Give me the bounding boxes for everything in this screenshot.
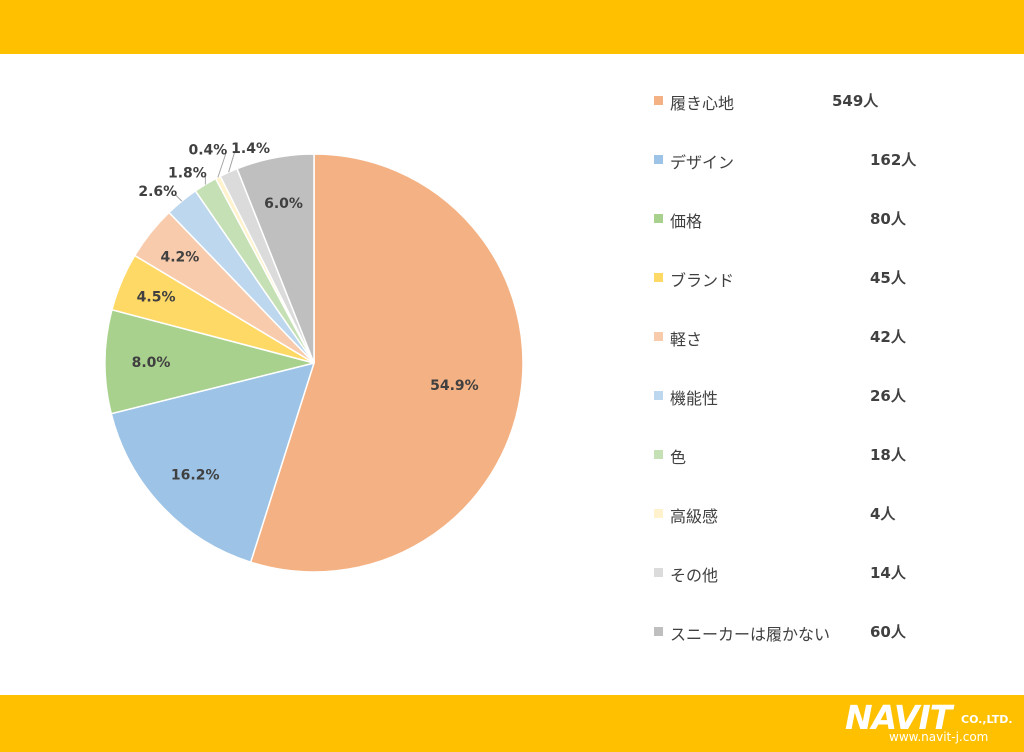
legend-label: 履き心地 xyxy=(670,94,735,113)
legend-item: デザイン 162人 xyxy=(652,149,1012,208)
legend-count: 80人 xyxy=(870,210,906,228)
legend-item: ブランド 45人 xyxy=(652,267,1012,326)
legend-label: 軽さ xyxy=(670,330,703,349)
legend-swatch xyxy=(654,391,663,400)
slice-percent-label: 6.0% xyxy=(264,196,303,212)
legend-label: 色 xyxy=(670,448,687,467)
legend-item: スニーカーは履かない 60人 xyxy=(652,621,1012,680)
legend-swatch xyxy=(654,214,663,223)
legend-label: デザイン xyxy=(670,153,735,172)
legend-label: スニーカーは履かない xyxy=(670,625,831,644)
label-leader-line xyxy=(228,152,236,173)
chart-legend: 履き心地 549人デザイン 162人価格 80人ブランド 45人軽さ 42人機能性 26人色… xyxy=(652,90,1012,680)
legend-label: ブランド xyxy=(670,271,735,290)
logo-text: NAVIT xyxy=(845,698,952,737)
pie-slice xyxy=(249,153,524,573)
slice-percent-label: 8.0% xyxy=(132,355,171,371)
legend-swatch xyxy=(654,332,663,341)
slice-percent-label: 0.4% xyxy=(188,142,227,158)
label-leader-line xyxy=(175,194,183,202)
legend-count: 18人 xyxy=(870,446,906,464)
legend-label: 高級感 xyxy=(670,507,719,526)
legend-label: 価格 xyxy=(670,212,703,231)
slice-percent-label: 4.2% xyxy=(160,249,199,265)
legend-label: 機能性 xyxy=(670,389,719,408)
legend-count: 14人 xyxy=(870,564,906,582)
pie-slice xyxy=(236,153,315,364)
legend-count: 42人 xyxy=(870,328,906,346)
legend-swatch xyxy=(654,627,663,636)
legend-count: 26人 xyxy=(870,387,906,405)
slice-percent-label: 16.2% xyxy=(171,468,220,484)
slice-percent-label: 1.4% xyxy=(231,141,270,157)
slice-percent-label: 4.5% xyxy=(137,289,176,305)
legend-item: 価格 80人 xyxy=(652,208,1012,267)
legend-count: 549人 xyxy=(832,92,879,110)
pie-chart: 54.9% 16.2% 8.0% 4.5% 4.2% 2.6% 1.8% 0.4% 1.4% 6.… xyxy=(104,141,524,573)
legend-swatch xyxy=(654,96,663,105)
legend-swatch xyxy=(654,155,663,164)
legend-count: 4人 xyxy=(870,505,896,523)
legend-item: 色 18人 xyxy=(652,444,1012,503)
legend-item: 高級感 4人 xyxy=(652,503,1012,562)
top-banner xyxy=(0,0,1024,54)
label-leader-line xyxy=(217,153,227,178)
legend-item: 機能性 26人 xyxy=(652,385,1012,444)
legend-count: 162人 xyxy=(870,151,917,169)
navit-logo: NAVIT CO.,LTD. www.navit-j.com xyxy=(845,700,1020,748)
bottom-banner xyxy=(0,695,1024,752)
legend-item: 軽さ 42人 xyxy=(652,326,1012,385)
logo-suffix: CO.,LTD. xyxy=(961,713,1013,726)
slice-percent-label: 54.9% xyxy=(430,378,479,394)
legend-swatch xyxy=(654,273,663,282)
legend-count: 45人 xyxy=(870,269,906,287)
legend-count: 60人 xyxy=(870,623,906,641)
slice-percent-label: 1.8% xyxy=(168,166,207,182)
legend-swatch xyxy=(654,509,663,518)
legend-item: その他 14人 xyxy=(652,562,1012,621)
legend-swatch xyxy=(654,568,663,577)
pie-slice xyxy=(104,308,315,415)
legend-item: 履き心地 549人 xyxy=(652,90,1012,149)
legend-swatch xyxy=(654,450,663,459)
pie-slice xyxy=(110,361,316,564)
logo-url: www.navit-j.com xyxy=(889,730,989,744)
legend-label: その他 xyxy=(670,566,719,585)
slice-percent-label: 2.6% xyxy=(138,184,177,200)
